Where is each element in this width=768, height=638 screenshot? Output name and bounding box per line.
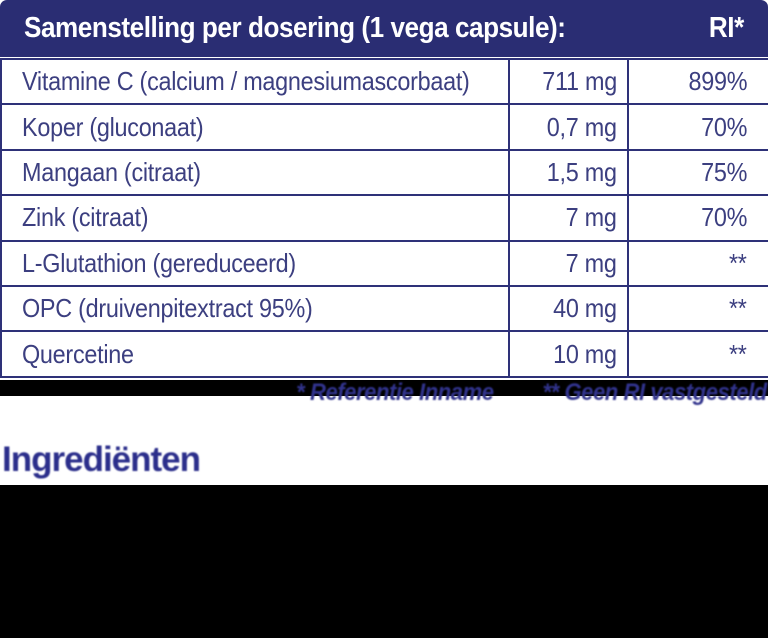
ingredient-amount: 7 mg (508, 239, 629, 287)
ingredient-ri: 899% (627, 57, 768, 106)
composition-table: Samenstelling per dosering (1 vega capsu… (0, 0, 768, 378)
table-row: Vitamine C (calcium / magnesiumascorbaat… (0, 57, 768, 106)
table-row: Zink (citraat) 7 mg 70% (0, 194, 768, 242)
ingredients-heading: Ingrediënten (2, 440, 201, 479)
ingredient-name: Zink (citraat) (0, 194, 510, 242)
ingredient-name: Vitamine C (calcium / magnesiumascorbaat… (0, 57, 510, 106)
ri-column-header: RI* (709, 12, 744, 44)
table-title: Samenstelling per dosering (1 vega capsu… (24, 12, 566, 44)
table-row: Koper (gluconaat) 0,7 mg 70% (0, 103, 768, 151)
ingredient-name: Mangaan (citraat) (0, 148, 510, 197)
ingredient-name: OPC (druivenpitextract 95%) (0, 284, 510, 333)
ingredient-amount: 40 mg (508, 284, 629, 333)
redacted-bottom-region (0, 485, 768, 638)
ingredient-amount: 0,7 mg (508, 103, 629, 151)
ingredient-amount: 711 mg (508, 57, 629, 106)
ingredient-amount: 10 mg (508, 330, 629, 378)
ingredient-name: Quercetine (0, 330, 510, 378)
ingredient-amount: 7 mg (508, 194, 629, 242)
ingredient-ri: 70% (627, 194, 768, 242)
table-row: Mangaan (citraat) 1,5 mg 75% (0, 148, 768, 197)
composition-grid: Vitamine C (calcium / magnesiumascorbaat… (0, 57, 768, 378)
redaction-band (0, 380, 768, 396)
footnote: * Referentie Inname ** Geen RI vastgestel… (279, 379, 768, 407)
table-row: OPC (druivenpitextract 95%) 40 mg ** (0, 284, 768, 333)
ingredient-ri: 70% (627, 103, 768, 151)
ingredient-ri: ** (627, 284, 768, 333)
ingredient-name: Koper (gluconaat) (0, 103, 510, 151)
ingredient-ri: ** (627, 330, 768, 378)
table-row: L-Glutathion (gereduceerd) 7 mg ** (0, 239, 768, 287)
table-header: Samenstelling per dosering (1 vega capsu… (0, 0, 768, 57)
ingredient-ri: 75% (627, 148, 768, 197)
ingredient-ri: ** (627, 239, 768, 287)
ingredient-name: L-Glutathion (gereduceerd) (0, 239, 510, 287)
footnote-no-ri: ** Geen RI vastgesteld (542, 379, 768, 406)
ingredient-amount: 1,5 mg (508, 148, 629, 197)
footnote-reference-intake: * Referentie Inname (295, 379, 494, 406)
table-row: Quercetine 10 mg ** (0, 330, 768, 378)
